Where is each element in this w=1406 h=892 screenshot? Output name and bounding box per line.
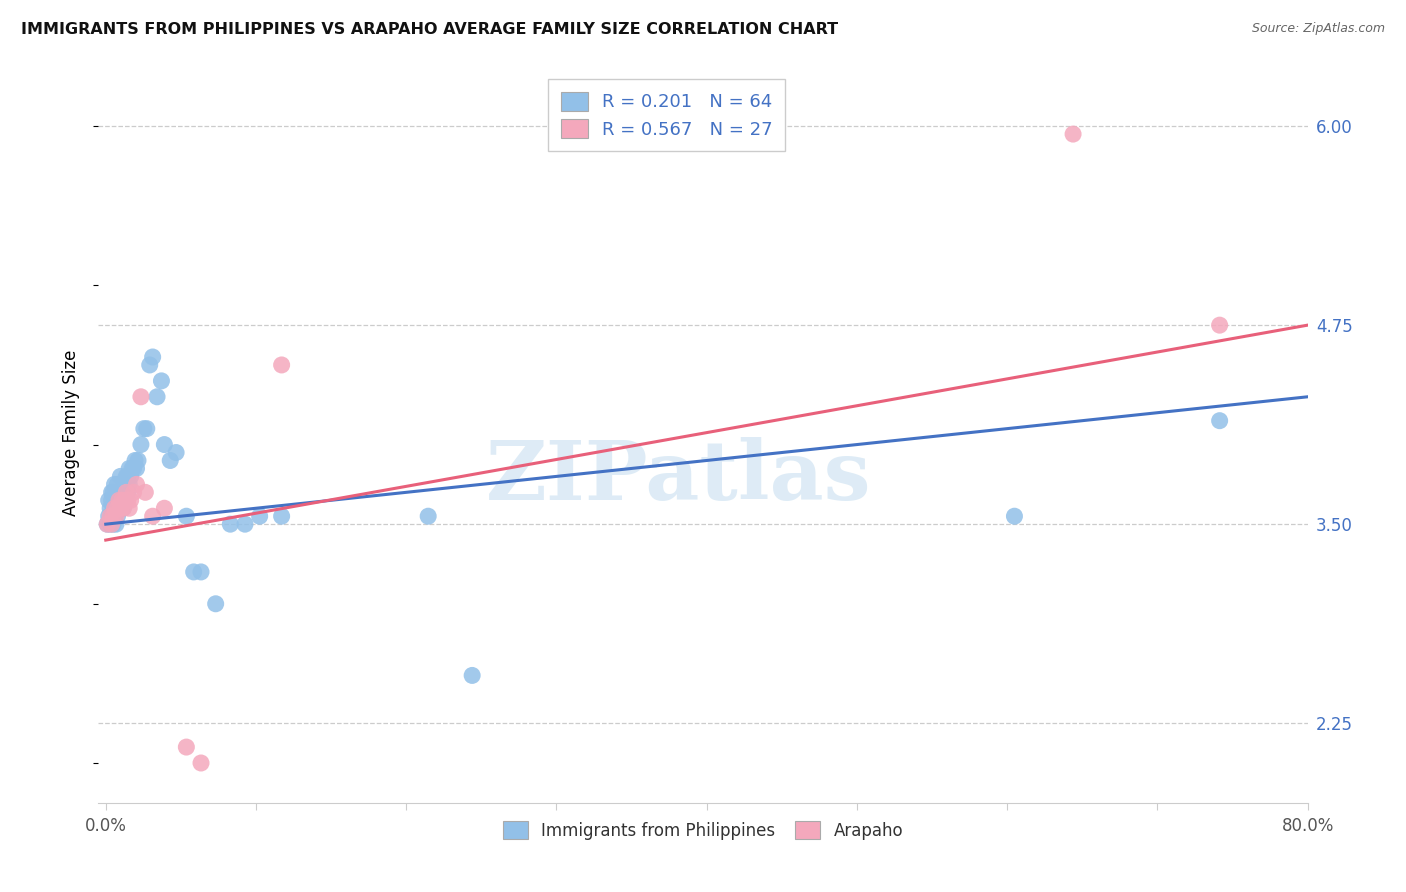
Point [159, 453, 181, 467]
Text: Source: ZipAtlas.com: Source: ZipAtlas.com [1251, 22, 1385, 36]
Point [105, 485, 128, 500]
Point [105, 509, 128, 524]
Point [1062, 127, 1084, 141]
Point [190, 565, 212, 579]
Point [112, 501, 135, 516]
Point [107, 509, 129, 524]
Point [96, 517, 118, 532]
Point [118, 461, 141, 475]
Point [153, 437, 176, 451]
Point [111, 501, 134, 516]
Point [108, 501, 131, 516]
Point [138, 358, 160, 372]
Point [1208, 318, 1230, 333]
Point [125, 461, 148, 475]
Point [249, 509, 271, 524]
Point [98, 501, 121, 516]
Point [204, 597, 226, 611]
Point [125, 477, 148, 491]
Point [115, 469, 138, 483]
Point [129, 390, 152, 404]
Legend: Immigrants from Philippines, Arapaho: Immigrants from Philippines, Arapaho [496, 814, 910, 847]
Point [114, 493, 136, 508]
Point [1004, 509, 1026, 524]
Point [118, 477, 141, 491]
Point [176, 740, 198, 755]
Point [115, 485, 138, 500]
Point [98, 509, 121, 524]
Point [129, 437, 152, 451]
Point [98, 517, 121, 532]
Point [132, 422, 155, 436]
Point [120, 493, 142, 508]
Point [110, 501, 132, 516]
Point [190, 756, 212, 770]
Point [101, 485, 124, 500]
Point [135, 422, 157, 436]
Point [112, 485, 135, 500]
Point [114, 493, 136, 508]
Point [108, 485, 131, 500]
Point [107, 493, 129, 508]
Point [150, 374, 173, 388]
Point [100, 517, 122, 532]
Point [111, 493, 134, 508]
Point [101, 501, 124, 516]
Point [100, 493, 122, 508]
Point [107, 501, 129, 516]
Point [122, 461, 145, 475]
Point [112, 501, 135, 516]
Point [183, 565, 205, 579]
Point [100, 485, 122, 500]
Point [270, 358, 292, 372]
Point [1208, 414, 1230, 428]
Point [117, 493, 139, 508]
Point [165, 445, 187, 459]
Point [115, 485, 138, 500]
Point [461, 668, 484, 682]
Point [111, 485, 134, 500]
Point [122, 485, 145, 500]
Text: IMMIGRANTS FROM PHILIPPINES VS ARAPAHO AVERAGE FAMILY SIZE CORRELATION CHART: IMMIGRANTS FROM PHILIPPINES VS ARAPAHO A… [21, 22, 838, 37]
Point [219, 517, 242, 532]
Point [146, 390, 169, 404]
Text: ZIPatlas: ZIPatlas [486, 437, 872, 517]
Point [153, 501, 176, 516]
Point [96, 517, 118, 532]
Point [103, 477, 125, 491]
Point [105, 517, 128, 532]
Point [233, 517, 256, 532]
Point [110, 485, 132, 500]
Point [107, 477, 129, 491]
Point [176, 509, 198, 524]
Point [120, 469, 142, 483]
Point [110, 501, 132, 516]
Point [418, 509, 440, 524]
Point [103, 501, 125, 516]
Point [103, 509, 125, 524]
Point [121, 461, 143, 475]
Point [101, 517, 124, 532]
Point [105, 501, 128, 516]
Point [117, 469, 139, 483]
Point [110, 469, 132, 483]
Y-axis label: Average Family Size: Average Family Size [62, 350, 80, 516]
Point [124, 453, 146, 467]
Point [134, 485, 156, 500]
Point [142, 350, 165, 364]
Point [118, 501, 141, 516]
Point [97, 493, 120, 508]
Point [103, 493, 125, 508]
Point [101, 509, 124, 524]
Point [127, 453, 149, 467]
Point [97, 509, 120, 524]
Point [117, 485, 139, 500]
Point [100, 509, 122, 524]
Point [270, 509, 292, 524]
Point [108, 493, 131, 508]
Point [142, 509, 165, 524]
